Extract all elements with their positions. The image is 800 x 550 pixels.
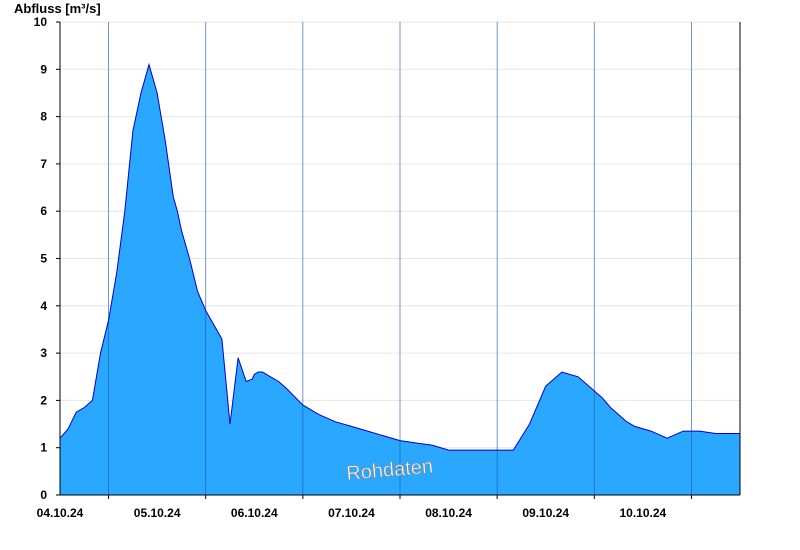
y-tick-label: 1 bbox=[40, 441, 47, 455]
y-tick-label: 2 bbox=[40, 393, 47, 407]
x-tick-label: 10.10.24 bbox=[619, 506, 666, 520]
y-axis-ticks: 0 1 2 3 4 5 6 7 8 9 10 bbox=[34, 15, 60, 502]
x-tick-label: 07.10.24 bbox=[328, 506, 375, 520]
y-tick-label: 9 bbox=[40, 62, 47, 76]
discharge-area bbox=[60, 64, 740, 495]
x-tick-label: 06.10.24 bbox=[231, 506, 278, 520]
x-tick-label: 09.10.24 bbox=[522, 506, 569, 520]
x-tick-label: 08.10.24 bbox=[425, 506, 472, 520]
y-tick-label: 3 bbox=[40, 346, 47, 360]
x-tick-label: 04.10.24 bbox=[37, 506, 84, 520]
y-tick-label: 5 bbox=[40, 252, 47, 266]
y-tick-label: 10 bbox=[34, 15, 48, 29]
x-tick-label: 05.10.24 bbox=[134, 506, 181, 520]
y-tick-label: 6 bbox=[40, 204, 47, 218]
y-axis-title: Abfluss [m³/s] bbox=[14, 1, 101, 16]
x-axis-ticks: 04.10.24 05.10.24 06.10.24 07.10.24 08.10.24… bbox=[37, 495, 692, 520]
y-tick-label: 8 bbox=[40, 110, 47, 124]
y-tick-label: 4 bbox=[40, 299, 47, 313]
y-tick-label: 0 bbox=[40, 488, 47, 502]
discharge-line bbox=[59, 62, 740, 451]
y-tick-label: 7 bbox=[40, 157, 47, 171]
day-separator-lines bbox=[108, 22, 692, 495]
